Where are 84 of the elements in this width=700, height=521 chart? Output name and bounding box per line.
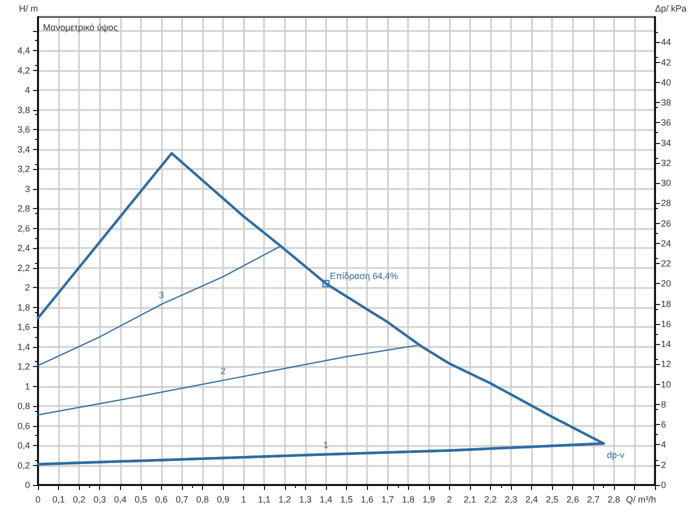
- y-axis-title: H/ m: [19, 4, 38, 14]
- x-tick-label: 0,1: [52, 494, 65, 504]
- annotation: Μανομετρικό ύψος: [43, 22, 118, 32]
- y-tick-label: 3,4: [17, 144, 30, 154]
- y-tick-label: 3,2: [17, 164, 30, 174]
- x-tick-label: 1,8: [402, 494, 414, 504]
- y2-tick-label: 20: [661, 278, 672, 289]
- y2-tick-label: 22: [661, 258, 672, 269]
- y-tick-label: 2: [24, 282, 30, 293]
- x-tick-label: 0,9: [216, 494, 230, 504]
- y-tick-label: 2,4: [17, 243, 30, 254]
- x-tick-label: 2,6: [566, 494, 579, 504]
- y-tick-label: 3: [24, 184, 30, 194]
- y2-tick-label: 30: [661, 178, 672, 188]
- x-tick-label: 0,6: [155, 494, 168, 504]
- y2-tick-label: 18: [661, 298, 672, 309]
- y-tick-label: 0,8: [17, 401, 30, 412]
- y2-tick-label: 2: [661, 460, 666, 470]
- x-tick-label: 1,9: [422, 494, 436, 504]
- series-label: 3: [158, 290, 164, 300]
- x-tick-label: 1,5: [340, 494, 353, 504]
- x-tick-label: 1,3: [299, 494, 312, 504]
- y2-tick-label: 8: [661, 399, 666, 410]
- y-tick-label: 1,8: [17, 302, 30, 312]
- x-axis-title: Q/ m³/h: [626, 494, 656, 504]
- y2-tick-label: 10: [661, 379, 672, 390]
- x-tick-label: 1: [241, 494, 246, 504]
- x-tick-label: 1,2: [278, 494, 292, 504]
- y2-tick-label: 34: [661, 138, 672, 148]
- y2-tick-label: 12: [661, 359, 672, 370]
- y-tick-label: 0: [24, 480, 30, 490]
- y-tick-label: 2,2: [17, 262, 30, 273]
- y2-tick-label: 28: [661, 198, 672, 208]
- y-tick-label: 1,4: [17, 342, 30, 352]
- x-tick-label: 1,1: [258, 494, 270, 504]
- series-label: dp-v: [606, 450, 625, 460]
- y-tick-label: 3,6: [17, 124, 30, 135]
- y-tick-label: 1: [24, 381, 30, 392]
- x-tick-label: 1,6: [360, 494, 374, 504]
- y-tick-label: 1,6: [17, 322, 30, 332]
- y2-tick-label: 24: [661, 238, 672, 248]
- y2-tick-label: 36: [661, 118, 672, 128]
- series-label: 1: [323, 440, 328, 450]
- x-tick-label: 2,1: [464, 494, 476, 504]
- x-tick-label: 2,3: [504, 494, 518, 504]
- x-tick-label: 2,2: [484, 494, 497, 504]
- y2-tick-label: 6: [661, 420, 666, 430]
- y2-tick-label: 16: [661, 318, 672, 329]
- x-tick-label: 0: [35, 494, 41, 504]
- y2-tick-label: 26: [661, 218, 672, 228]
- y-tick-label: 4: [24, 85, 30, 96]
- x-tick-label: 2: [446, 494, 452, 504]
- y-tick-label: 2,6: [17, 223, 30, 234]
- x-tick-label: 0,5: [134, 494, 148, 504]
- y2-tick-label: 14: [661, 339, 672, 350]
- y2-tick-label: 32: [661, 158, 672, 168]
- y-tick-label: 3,8: [17, 104, 30, 115]
- x-tick-label: 0,7: [176, 494, 188, 504]
- annotation: Επίδραση 64,4%: [330, 271, 398, 282]
- y-tick-label: 4,2: [17, 65, 30, 76]
- x-tick-label: 0,8: [196, 494, 209, 504]
- x-tick-label: 2,5: [546, 494, 558, 504]
- x-tick-label: 2,8: [608, 494, 620, 504]
- y2-axis-title: Δp/ kPa: [655, 4, 687, 14]
- y2-tick-label: 0: [661, 480, 666, 490]
- y2-tick-label: 44: [661, 37, 672, 48]
- y-tick-label: 4,4: [17, 46, 30, 56]
- y-tick-label: 0,2: [17, 460, 30, 470]
- y2-tick-label: 38: [661, 98, 672, 108]
- y2-tick-label: 4: [661, 440, 666, 450]
- y-tick-label: 0,4: [17, 440, 30, 451]
- x-tick-label: 2,7: [587, 494, 600, 504]
- x-tick-label: 0,2: [72, 494, 86, 504]
- x-tick-label: 1,7: [381, 494, 394, 504]
- x-tick-label: 1,4: [320, 494, 332, 504]
- series-label: 2: [220, 366, 226, 376]
- x-tick-label: 0,3: [93, 494, 106, 504]
- y2-tick-label: 40: [661, 77, 672, 88]
- x-tick-label: 2,4: [525, 494, 538, 504]
- y-tick-label: 0,6: [17, 420, 30, 431]
- y2-tick-label: 42: [661, 57, 672, 68]
- x-tick-label: 0,4: [114, 494, 127, 504]
- y-tick-label: 2,8: [17, 204, 30, 214]
- y-tick-label: 1,2: [17, 362, 30, 372]
